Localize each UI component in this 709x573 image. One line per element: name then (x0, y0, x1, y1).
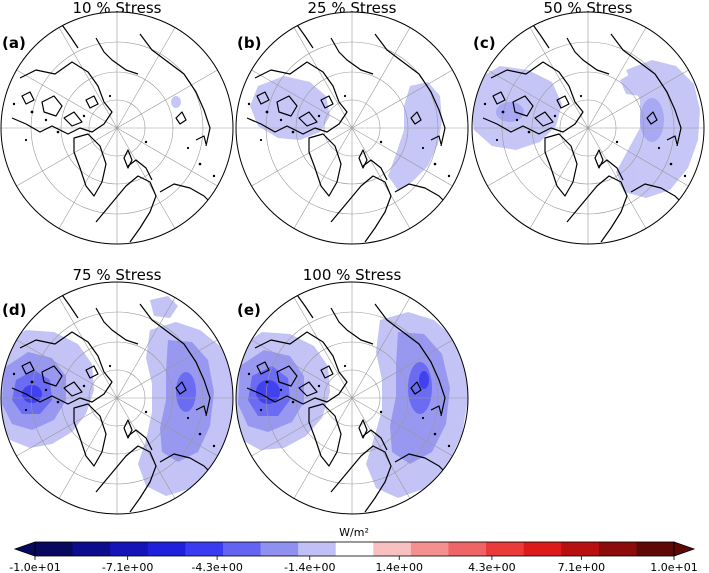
colorbar-tick-label: -1.4e+00 (284, 561, 335, 573)
panel-c-islands (483, 94, 687, 178)
panel-b-islands (247, 94, 451, 178)
colorbar-bin (222, 542, 262, 556)
panel-c-map (471, 11, 705, 245)
colorbar-extend-high (673, 541, 696, 557)
panel-a-field (171, 96, 181, 108)
panel-d-field-core (22, 385, 42, 403)
panel-a-label: (a) (2, 34, 26, 52)
panel-a-islands (12, 94, 216, 178)
panel-e-label: (e) (237, 301, 261, 319)
colorbar-bin (486, 542, 525, 556)
colorbar-bin (110, 542, 149, 556)
colorbar-bin (260, 542, 299, 556)
panel-b-title: 25 % Stress (308, 0, 397, 17)
panel-a-gridlines (1, 12, 233, 244)
panel-c-gridlines (472, 12, 704, 244)
panel-e-islands (247, 364, 451, 448)
panel-e-coastlines (246, 291, 452, 513)
colorbar-bin (72, 542, 111, 556)
panel-d-coastlines (11, 291, 217, 513)
colorbar-bin (636, 542, 675, 556)
panel-c-coastlines (482, 21, 688, 243)
colorbar-ticks: -1.0e+01 -7.1e+00 -4.3e+00 -1.4e+00 1.4e+00 4… (9, 556, 698, 573)
panel-e-map (235, 281, 469, 515)
panel-c-label: (c) (473, 34, 496, 52)
panel-a-title: 10 % Stress (73, 0, 162, 17)
colorbar-extend-low (13, 541, 36, 557)
colorbar-tick-label: -1.0e+01 (9, 561, 60, 573)
colorbar-tick-label: 4.3e+00 (468, 561, 515, 573)
colorbar-tick-label: -7.1e+00 (102, 561, 153, 573)
colorbar-bin (523, 542, 562, 556)
colorbar-bin (598, 542, 637, 556)
colorbar-tick-label: -4.3e+00 (191, 561, 242, 573)
colorbar-tick-label: 1.4e+00 (375, 561, 422, 573)
panel-d-islands (12, 364, 216, 448)
panel-d-map (0, 281, 234, 515)
panel-e-title: 100 % Stress (303, 266, 402, 284)
colorbar-bin (335, 542, 374, 556)
panel-b-field (250, 76, 442, 190)
colorbar-bin (35, 542, 74, 556)
colorbar-bin (185, 542, 224, 556)
panel-d-label: (d) (2, 301, 26, 319)
panel-a-map (0, 11, 234, 245)
colorbar (13, 541, 696, 557)
colorbar-bin (410, 542, 449, 556)
panel-c-field-mid (496, 98, 664, 142)
panel-c-title: 50 % Stress (544, 0, 633, 17)
colorbar-bin (448, 542, 487, 556)
colorbar-tick-label: 1.0e+01 (650, 561, 697, 573)
panel-e-gridlines (236, 282, 468, 514)
panel-d-gridlines (1, 282, 233, 514)
colorbar-unit: W/m² (339, 526, 369, 539)
panel-b-coastlines (246, 21, 452, 243)
colorbar-bin (561, 542, 600, 556)
panel-d-title: 75 % Stress (73, 266, 162, 284)
panel-b-map (235, 11, 469, 245)
colorbar-bin (373, 542, 412, 556)
colorbar-bin (147, 542, 186, 556)
colorbar-frame (34, 541, 675, 557)
colorbar-tick-label: 7.1e+00 (558, 561, 605, 573)
panel-b-label: (b) (237, 34, 261, 52)
colorbar-bin (298, 542, 337, 556)
panel-b-gridlines (236, 12, 468, 244)
